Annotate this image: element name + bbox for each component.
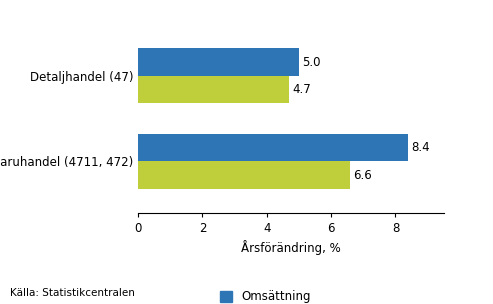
Text: 4.7: 4.7 bbox=[292, 83, 311, 96]
Text: 8.4: 8.4 bbox=[412, 141, 430, 154]
Bar bbox=[138, 161, 351, 189]
Text: 5.0: 5.0 bbox=[302, 56, 320, 68]
Text: Källa: Statistikcentralen: Källa: Statistikcentralen bbox=[10, 288, 135, 298]
Legend: Omsättning, Försäljningsvolym: Omsättning, Försäljningsvolym bbox=[220, 290, 348, 304]
Bar bbox=[138, 48, 299, 76]
X-axis label: Årsförändring, %: Årsförändring, % bbox=[241, 240, 341, 255]
Bar bbox=[138, 76, 289, 103]
Bar bbox=[138, 134, 408, 161]
Text: 6.6: 6.6 bbox=[353, 169, 372, 181]
